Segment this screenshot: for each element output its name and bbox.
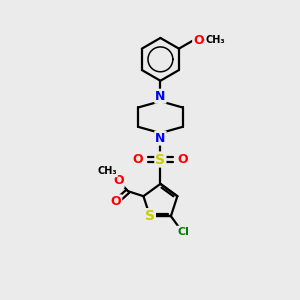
Text: O: O [178,153,188,166]
Text: O: O [111,195,121,208]
Text: CH₃: CH₃ [206,35,225,46]
Text: O: O [133,153,143,166]
Text: CH₃: CH₃ [98,167,117,176]
Text: O: O [193,34,204,47]
Text: Cl: Cl [177,226,189,237]
Text: S: S [145,209,155,223]
Text: O: O [113,174,124,187]
Text: N: N [155,132,166,145]
Text: S: S [155,152,165,167]
Text: N: N [155,90,166,103]
